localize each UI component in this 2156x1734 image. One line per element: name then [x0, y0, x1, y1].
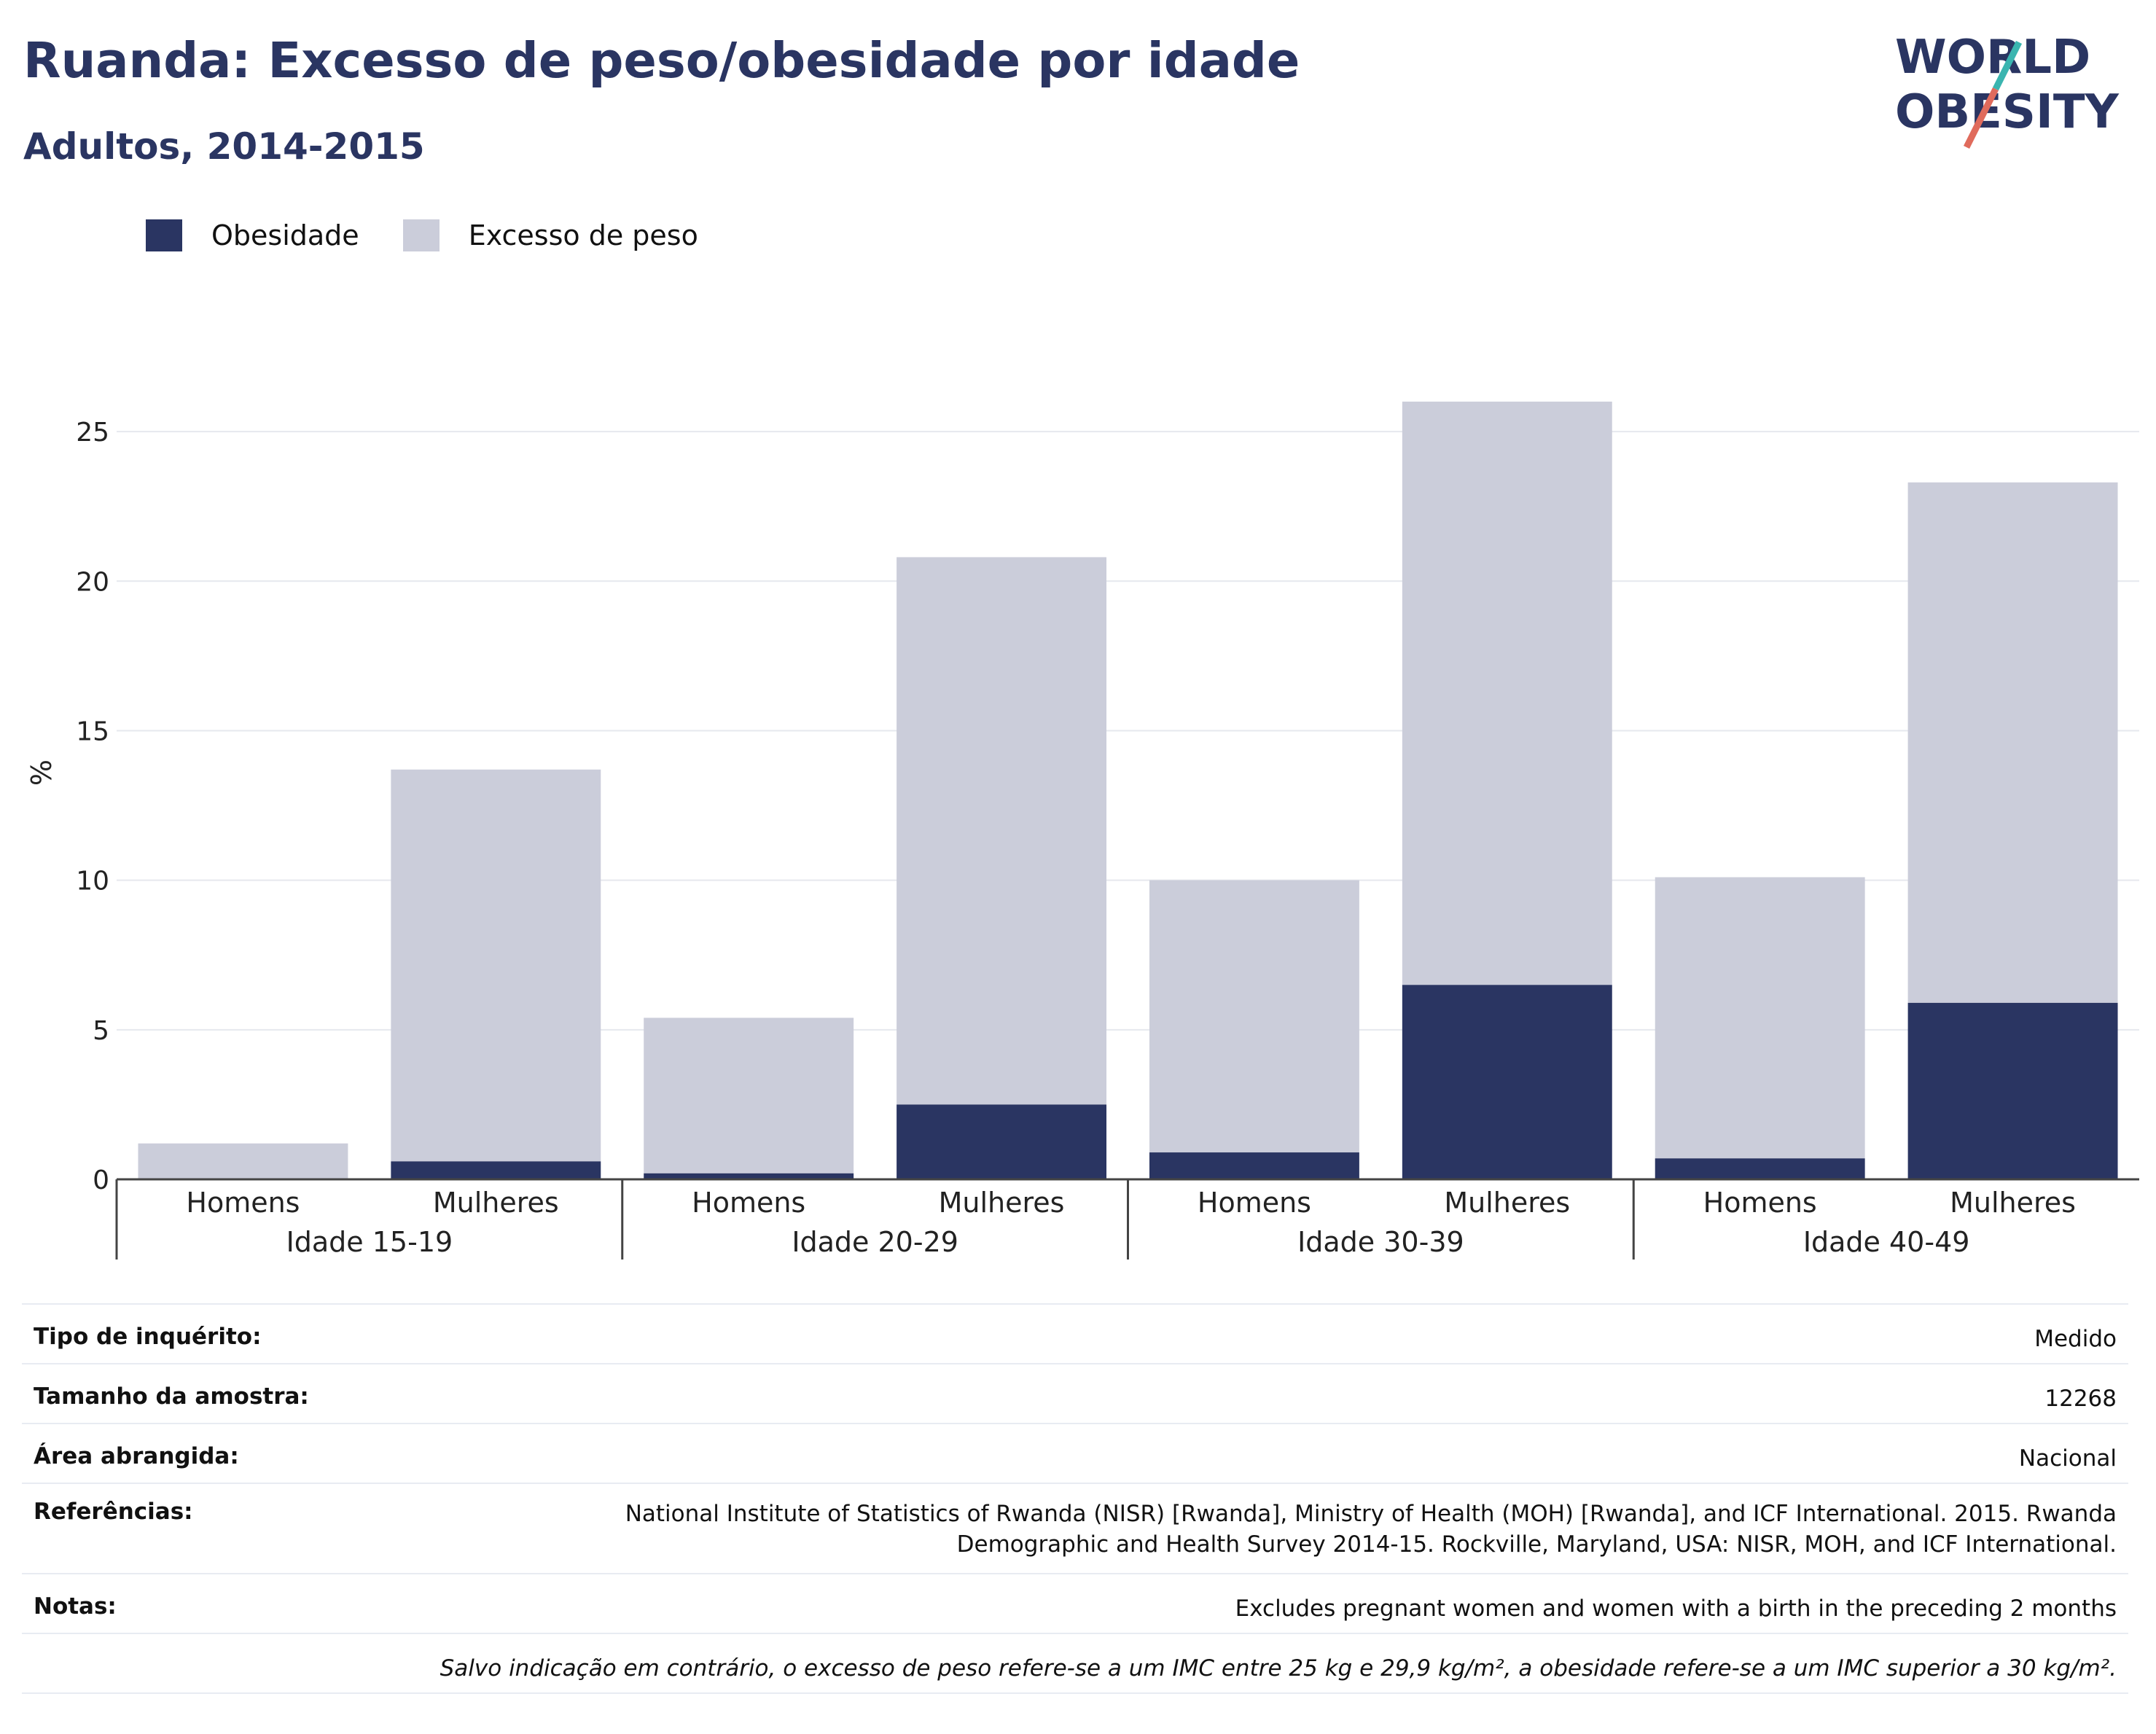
x-group-label: Idade 40-49 [1803, 1226, 1970, 1258]
legend-item-excesso-de-peso[interactable]: Excesso de peso [402, 219, 698, 251]
info-value: Excludes pregnant women and women with a… [1235, 1596, 2117, 1622]
info-row-referencias: Referências: National Institute of Stati… [22, 1484, 2128, 1574]
logo-line-2: OBESITY [1895, 85, 2119, 139]
y-tick-label: 20 [76, 567, 109, 597]
y-tick-label: 0 [93, 1165, 109, 1195]
survey-info-table: Tipo de inquérito: Medido Tamanho da amo… [22, 1303, 2128, 1694]
bar-excesso-de-peso [897, 557, 1107, 1105]
reference-line-2: Demographic and Health Survey 2014-15. R… [956, 1531, 2117, 1558]
bar-obesidade [391, 1161, 601, 1179]
legend-swatch-excesso-de-peso [402, 219, 440, 251]
bmi-footnote: Salvo indicação em contrário, o excesso … [440, 1655, 2117, 1682]
bar-obesidade [897, 1104, 1107, 1179]
info-key: Tipo de inquérito: [34, 1324, 262, 1350]
x-group-label: Idade 20-29 [792, 1226, 958, 1258]
y-tick-label: 5 [93, 1016, 109, 1046]
y-tick-label: 25 [76, 418, 109, 448]
info-value: National Institute of Statistics of Rwan… [625, 1499, 2117, 1560]
info-row-area: Área abrangida: Nacional [22, 1424, 2128, 1484]
x-tick-label: Mulheres [939, 1187, 1065, 1219]
bar-excesso-de-peso [1655, 877, 1865, 1159]
bar-chart: 0 5 10 15 20 25% Homens Mulheres Homens Mulheres H… [26, 402, 2139, 1260]
info-value: Nacional [2018, 1445, 2117, 1472]
bar-obesidade [1907, 1002, 2118, 1179]
world-obesity-logo: WORLD OBESITY [1895, 31, 2119, 149]
bar-excesso-de-peso [644, 1018, 854, 1173]
x-tick-label: Homens [692, 1187, 805, 1219]
legend-label: Obesidade [211, 219, 359, 251]
legend-swatch-obesidade [146, 219, 182, 251]
chart-subtitle: Adultos, 2014-2015 [23, 125, 425, 168]
info-key: Notas: [34, 1593, 117, 1620]
x-tick-label: Homens [1198, 1187, 1311, 1219]
y-tick-label: 10 [76, 867, 109, 897]
chart-title: Ruanda: Excesso de peso/obesidade por id… [23, 32, 1300, 89]
info-key: Referências: [34, 1499, 193, 1525]
bar-excesso-de-peso [1149, 880, 1359, 1153]
logo-slash-coral [1963, 87, 1999, 149]
info-row-amostra: Tamanho da amostra: 12268 [22, 1364, 2128, 1424]
info-value: 12268 [2044, 1386, 2117, 1412]
x-tick-label: Mulheres [1444, 1187, 1570, 1219]
x-group-label: Idade 30-39 [1297, 1226, 1464, 1258]
y-axis-label: % [26, 759, 58, 786]
bar-obesidade [644, 1173, 854, 1179]
bar-excesso-de-peso [1402, 402, 1612, 985]
x-tick-label: Homens [186, 1187, 300, 1219]
x-tick-label: Mulheres [433, 1187, 559, 1219]
logo-line-1: WORLD [1895, 31, 2090, 85]
info-value: Medido [2034, 1326, 2117, 1352]
info-row-footnote: Salvo indicação em contrário, o excesso … [22, 1634, 2128, 1694]
info-key: Área abrangida: [34, 1443, 239, 1469]
legend-label: Excesso de peso [468, 219, 698, 251]
bar-obesidade [1402, 985, 1612, 1179]
x-group-label: Idade 15-19 [286, 1226, 453, 1258]
y-tick-label: 15 [76, 716, 109, 746]
info-row-tipo: Tipo de inquérito: Medido [22, 1305, 2128, 1364]
x-tick-label: Homens [1703, 1187, 1817, 1219]
bar-excesso-de-peso [138, 1143, 348, 1179]
info-key: Tamanho da amostra: [34, 1383, 309, 1410]
bar-obesidade [1149, 1152, 1359, 1179]
legend-item-obesidade[interactable]: Obesidade [146, 219, 359, 251]
reference-line-1: National Institute of Statistics of Rwan… [625, 1501, 2117, 1527]
bar-obesidade [1655, 1158, 1865, 1179]
chart-legend: Obesidade Excesso de peso [146, 217, 742, 254]
x-tick-label: Mulheres [1950, 1187, 2076, 1219]
info-row-notas: Notas: Excludes pregnant women and women… [22, 1574, 2128, 1634]
bar-excesso-de-peso [1907, 482, 2118, 1003]
bar-excesso-de-peso [391, 769, 601, 1162]
logo-slash-teal [1992, 40, 2023, 91]
